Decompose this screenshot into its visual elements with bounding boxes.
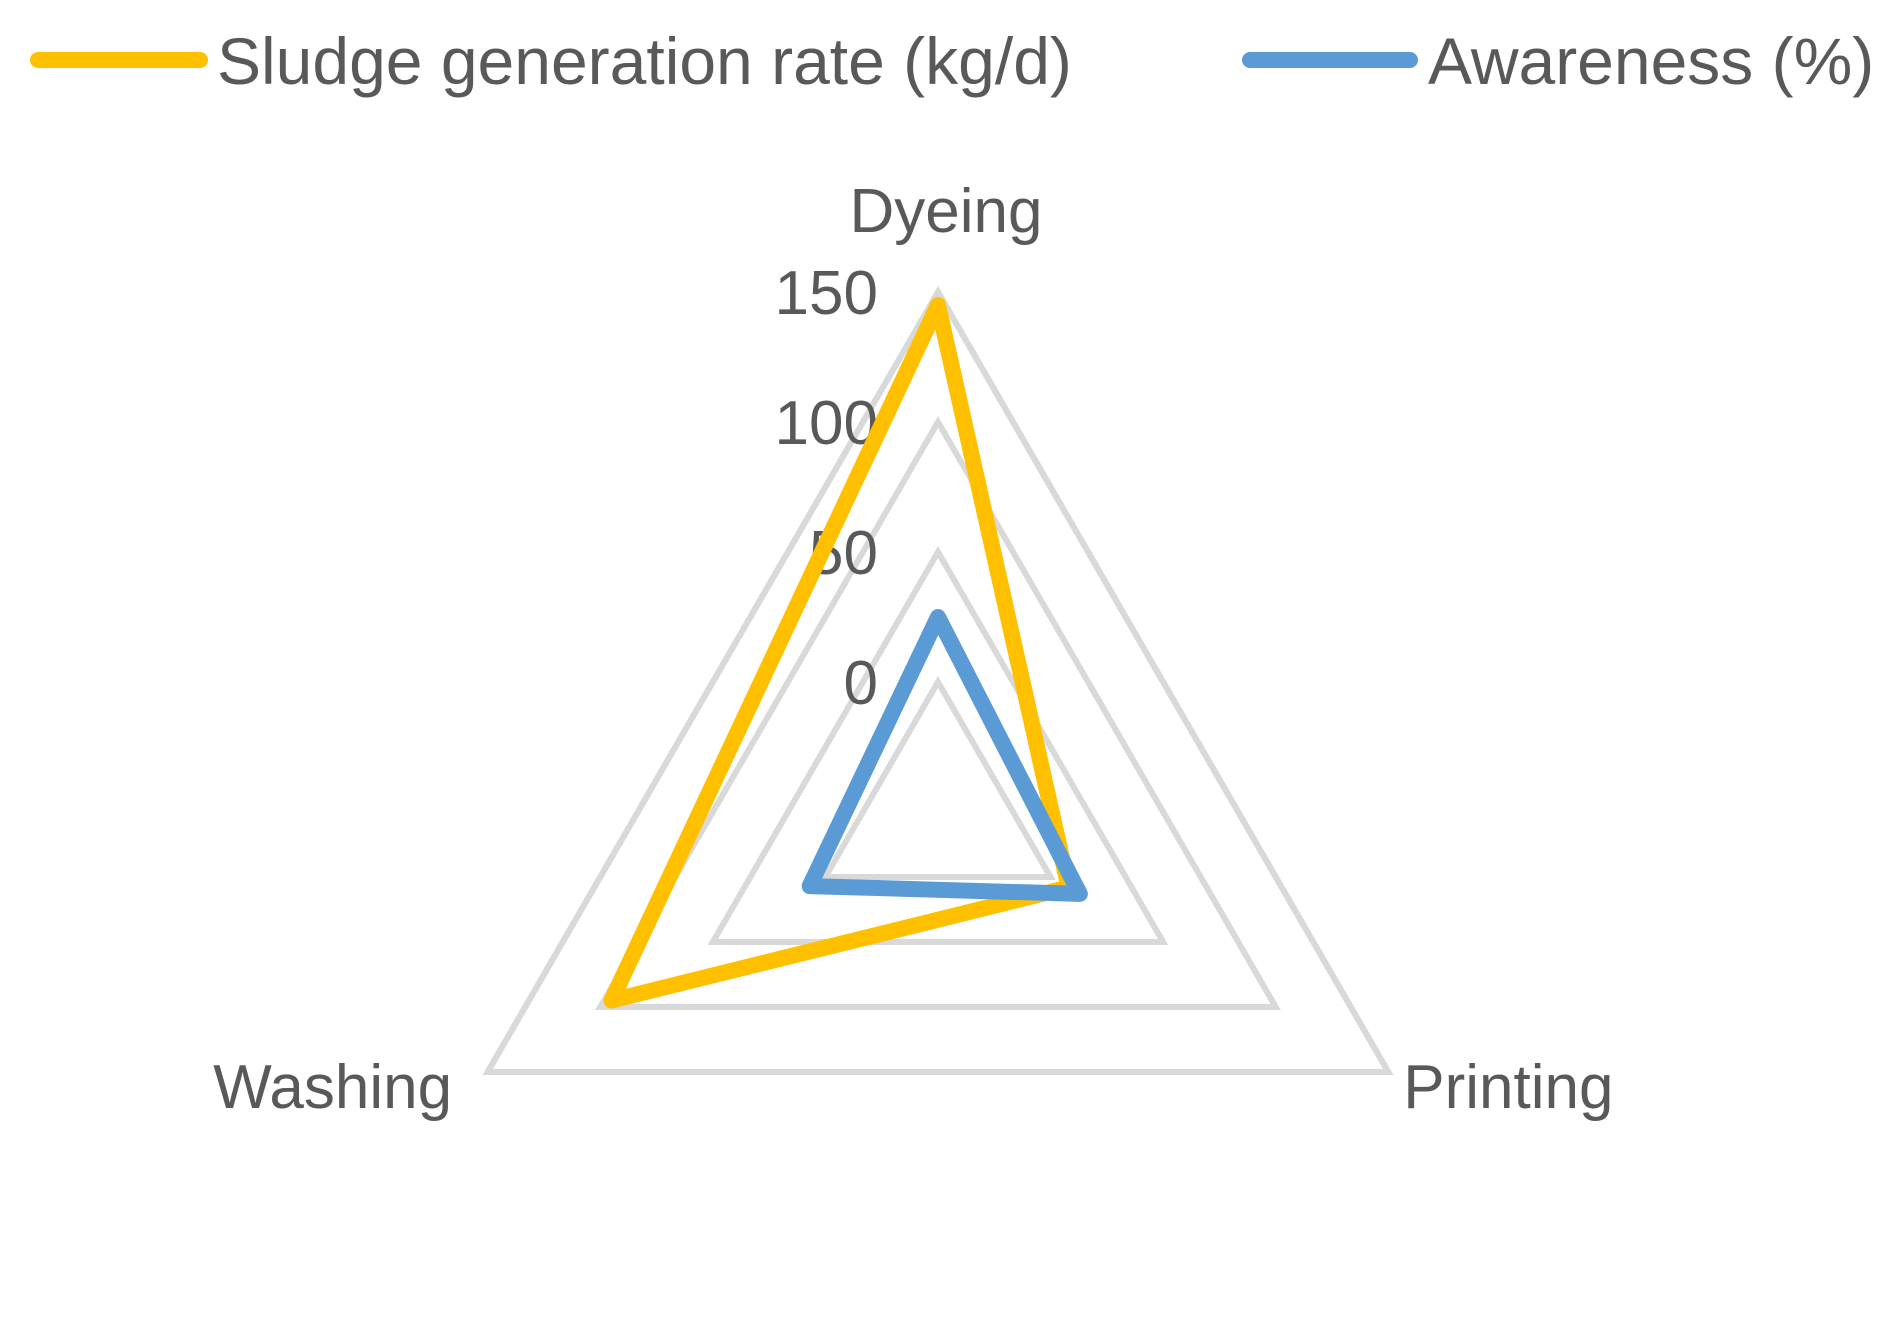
legend: Sludge generation rate (kg/d) Awareness (… (30, 24, 1874, 98)
gridline-100 (595, 415, 1281, 1010)
category-label-washing: Washing (213, 1053, 452, 1122)
radial-tick-label: 100 (775, 389, 878, 458)
legend-label-0: Sludge generation rate (kg/d) (217, 24, 1072, 98)
gridline-50 (707, 546, 1169, 945)
radial-tick-label: 0 (844, 649, 878, 718)
series-line-awareness (801, 609, 1088, 902)
legend-label-1: Awareness (%) (1428, 24, 1874, 98)
series-lines (603, 297, 1088, 1009)
radar-gridlines (482, 286, 1394, 1075)
category-label-dyeing: Dyeing (850, 177, 1043, 246)
radial-tick-label: 150 (775, 259, 878, 328)
series-line-sludge-generation-rate (603, 297, 1077, 1009)
category-labels: Dyeing Printing Washing (213, 177, 1613, 1122)
category-label-printing: Printing (1403, 1053, 1613, 1122)
gridline-0 (820, 675, 1056, 880)
gridline-outer (482, 286, 1394, 1075)
